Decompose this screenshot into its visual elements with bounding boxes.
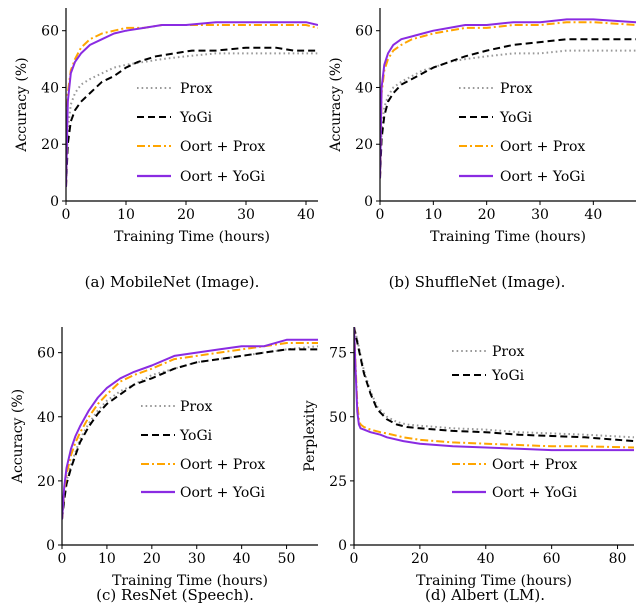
legend-label: Prox <box>500 81 533 97</box>
legend-label: Oort + YoGi <box>500 169 585 185</box>
legend: Prox YoGi Oort + Prox Oort + YoGi <box>137 81 265 185</box>
series-group <box>62 338 318 520</box>
legend-label: Prox <box>180 81 213 97</box>
x-tick-label: 40 <box>584 207 602 223</box>
series-line-yogi <box>62 348 318 520</box>
legend-label: YoGi <box>491 368 525 384</box>
legend: Prox YoGi Oort + Prox Oort + YoGi <box>141 399 265 501</box>
y-tick-label: 60 <box>41 24 59 40</box>
legend-label: Oort + Prox <box>180 139 265 155</box>
series-group <box>66 21 318 187</box>
x-tick-label: 30 <box>237 207 255 223</box>
legend-label: YoGi <box>499 110 533 126</box>
y-tick-label: 0 <box>364 194 373 210</box>
y-tick-label: 20 <box>41 137 59 153</box>
y-tick-label: 0 <box>338 538 347 554</box>
y-tick-label: 0 <box>50 194 59 210</box>
legend-label: Oort + Prox <box>500 139 585 155</box>
x-tick-label: 10 <box>117 207 135 223</box>
legend-label: YoGi <box>179 110 213 126</box>
x-tick-label: 40 <box>233 551 251 567</box>
legend-label: Prox <box>180 399 213 415</box>
x-tick-label: 50 <box>278 551 296 567</box>
y-tick-label: 50 <box>329 410 347 426</box>
x-tick-label: 20 <box>177 207 195 223</box>
x-tick-label: 80 <box>609 551 627 567</box>
x-tick-label: 0 <box>350 551 359 567</box>
x-tick-label: 30 <box>188 551 206 567</box>
chart-panel-3: 0 20 40 60 80 0 25 50 75 Training Time (hours) Per… <box>302 327 634 604</box>
legend: Prox YoGi Oort + Prox Oort + YoGi <box>459 81 585 185</box>
x-tick-label: 10 <box>98 551 116 567</box>
x-tick-label: 0 <box>58 551 67 567</box>
x-axis-label: Training Time (hours) <box>416 573 572 589</box>
series-line-yogi <box>354 327 634 443</box>
legend-label: Oort + Prox <box>180 457 265 473</box>
legend-label: Oort + YoGi <box>180 169 265 185</box>
panel-caption: (b) ShuffleNet (Image). <box>389 273 566 291</box>
series-line-oort-yogi <box>354 327 634 452</box>
x-axis-label: Training Time (hours) <box>114 229 270 245</box>
x-tick-label: 0 <box>376 207 385 223</box>
y-axis-label: Accuracy (%) <box>14 57 30 152</box>
x-tick-label: 20 <box>143 551 161 567</box>
x-tick-label: 40 <box>297 207 315 223</box>
y-tick-label: 60 <box>355 24 373 40</box>
legend-label: YoGi <box>179 428 213 444</box>
series-line-oort-yogi <box>380 18 636 179</box>
series-line-prox <box>66 52 318 187</box>
legend-label: Oort + Prox <box>492 457 577 473</box>
series-line-oort-prox <box>380 21 636 179</box>
x-tick-label: 20 <box>411 551 429 567</box>
chart-panel-1: 0 10 20 30 40 0 20 40 60 Training Time (hours) Acc… <box>328 8 636 291</box>
panel-caption: (c) ResNet (Speech). <box>96 586 254 604</box>
legend: Prox YoGi Oort + Prox Oort + YoGi <box>452 344 577 501</box>
y-tick-label: 20 <box>37 474 55 490</box>
chart-panel-0: 0 10 20 30 40 0 20 40 60 Training Time (hours) Acc… <box>14 8 318 291</box>
y-tick-label: 0 <box>46 538 55 554</box>
x-tick-label: 10 <box>424 207 442 223</box>
series-group <box>380 18 636 179</box>
series-line-yogi <box>380 38 636 179</box>
legend-label: Oort + YoGi <box>492 485 577 501</box>
x-tick-label: 20 <box>478 207 496 223</box>
x-tick-label: 0 <box>62 207 71 223</box>
y-axis-label: Perplexity <box>302 400 318 471</box>
x-tick-label: 40 <box>477 551 495 567</box>
x-tick-label: 60 <box>543 551 561 567</box>
y-tick-label: 40 <box>37 410 55 426</box>
legend-label: Oort + YoGi <box>180 485 265 501</box>
y-axis-label: Accuracy (%) <box>328 57 344 152</box>
y-tick-label: 60 <box>37 346 55 362</box>
y-tick-label: 20 <box>355 137 373 153</box>
series-line-oort-yogi <box>66 21 318 187</box>
series-line-prox <box>62 345 318 520</box>
chart-panel-2: 0 10 20 30 40 50 0 20 40 60 Training Time (hours) A… <box>10 327 318 604</box>
series-line-oort-prox <box>62 342 318 520</box>
x-tick-label: 30 <box>531 207 549 223</box>
series-group <box>354 327 634 452</box>
series-line-oort-yogi <box>62 338 318 520</box>
y-tick-label: 40 <box>41 80 59 96</box>
x-axis-label: Training Time (hours) <box>430 229 586 245</box>
x-axis-label: Training Time (hours) <box>112 573 268 589</box>
panel-caption: (d) Albert (LM). <box>425 586 545 604</box>
y-axis-label: Accuracy (%) <box>10 389 26 484</box>
y-tick-label: 40 <box>355 80 373 96</box>
panel-caption: (a) MobileNet (Image). <box>85 273 260 291</box>
y-tick-label: 75 <box>329 346 347 362</box>
y-tick-label: 25 <box>329 474 347 490</box>
legend-label: Prox <box>492 344 525 360</box>
